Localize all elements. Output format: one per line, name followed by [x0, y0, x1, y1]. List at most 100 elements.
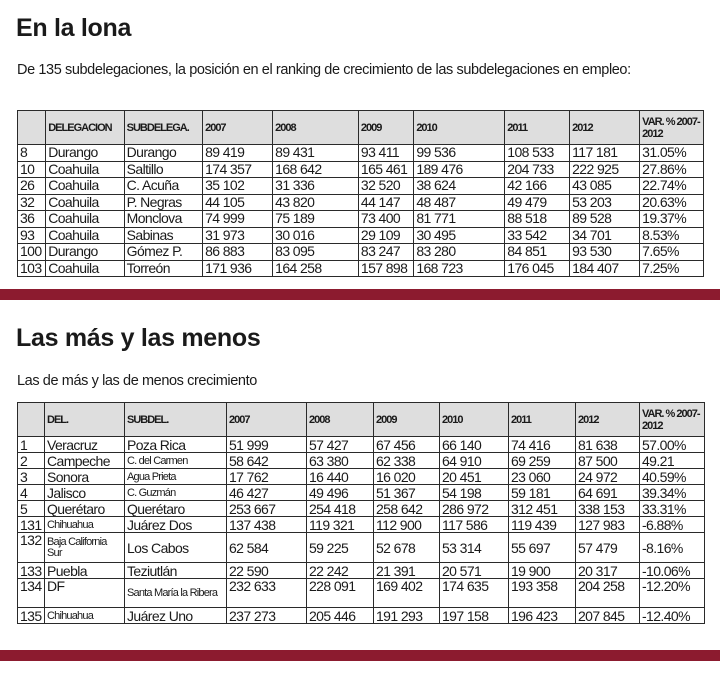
table-row: 100 Durango Gómez P. 86 883 83 095 83 247 83 2… [16, 243, 704, 261]
cell-variation: -12.40% [639, 607, 705, 624]
cell-subdelegacion: Teziutlán [124, 562, 227, 579]
cell-2010: 286 972 [439, 500, 509, 517]
cell-2011: 119 439 [508, 516, 576, 533]
cell-2009: 73 400 [357, 210, 415, 228]
cell-2007: 44 105 [202, 193, 274, 211]
cell-subdelegacion: P. Negras [123, 193, 204, 211]
cell-delegacion: Chihuahua [44, 516, 125, 533]
cell-delegacion: Puebla [44, 562, 125, 579]
header-2010: 2010 [439, 402, 509, 437]
cell-2009: 51 367 [373, 484, 440, 501]
cell-subdelegacion: Torreón [123, 259, 204, 277]
cell-delegacion: Coahuila [45, 259, 125, 277]
cell-2008: 49 496 [306, 484, 374, 501]
cell-2009: 21 391 [373, 562, 440, 579]
header-2009: 2009 [373, 402, 440, 437]
cell-2010: 189 476 [413, 160, 506, 178]
header-delegacion: DEL. [44, 402, 125, 437]
section-title: Las más y las menos [16, 324, 261, 352]
cell-2011: 193 358 [508, 578, 576, 608]
cell-2012: 57 479 [575, 532, 640, 563]
cell-2010: 81 771 [413, 210, 506, 228]
cell-rank: 134 [17, 578, 45, 608]
table-row: 36 Coahuila Monclova 74 999 75 189 73 400 81 7… [16, 210, 704, 228]
table-row: 93 Coahuila Sabinas 31 973 30 016 29 109 30 49… [16, 226, 704, 244]
cell-subdelegacion: Santa María la Ribera [124, 578, 227, 608]
cell-subdelegacion: Gómez P. [123, 243, 204, 261]
header-2011: 2011 [508, 402, 576, 437]
cell-2010: 168 723 [413, 259, 506, 277]
cell-delegacion: Veracruz [44, 436, 125, 453]
table-row: 10 Coahuila Saltillo 174 357 168 642 165 461 1… [16, 160, 704, 178]
cell-2011: 55 697 [508, 532, 576, 563]
cell-2010: 38 624 [413, 177, 506, 195]
table-row: 131 Chihuahua Juárez Dos 137 438 119 321 112 … [17, 516, 705, 533]
cell-subdelegacion: Monclova [123, 210, 204, 228]
cell-2012: 184 407 [569, 259, 641, 277]
cell-2009: 32 520 [357, 177, 415, 195]
table-row: 2 Campeche C. del Carmen 58 642 63 380 62 338… [17, 452, 705, 469]
cell-2009: 62 338 [373, 452, 440, 469]
cell-rank: 32 [16, 193, 47, 211]
cell-2008: 43 820 [272, 193, 359, 211]
cell-variation: 39.34% [639, 484, 705, 501]
table-row: 133 Puebla Teziutlán 22 590 22 242 21 391 20 5… [17, 562, 705, 579]
cell-rank: 135 [17, 607, 45, 624]
cell-delegacion: Campeche [44, 452, 125, 469]
cell-2012: 89 528 [569, 210, 641, 228]
cell-2011: 108 533 [504, 144, 571, 162]
cell-2009: 165 461 [357, 160, 415, 178]
header-2012: 2012 [575, 402, 640, 437]
cell-2007: 17 762 [226, 468, 307, 485]
cell-2012: 222 925 [569, 160, 641, 178]
table-row: 3 Sonora Agua Prieta 17 762 16 440 16 020 20 4… [17, 468, 705, 485]
cell-2011: 19 900 [508, 562, 576, 579]
cell-variation: 7.25% [639, 259, 704, 277]
header-subdelegacion: SUBDEL. [124, 402, 227, 437]
cell-2008: 164 258 [272, 259, 359, 277]
cell-variation: 22.74% [639, 177, 704, 195]
cell-subdelegacion: C. Guzmán [124, 484, 227, 501]
cell-2012: 87 500 [575, 452, 640, 469]
section-divider-bar [0, 289, 720, 300]
cell-delegacion: Durango [45, 243, 125, 261]
cell-2007: 51 999 [226, 436, 307, 453]
cell-variation: 27.86% [639, 160, 704, 178]
table-row: 132 Baja California Sur Los Cabos 62 584 59 … [17, 532, 705, 563]
section-en-la-lona: En la lona De 135 subdelegaciones, la po… [0, 0, 720, 302]
cell-2012: 204 258 [575, 578, 640, 608]
cell-2010: 48 487 [413, 193, 506, 211]
cell-2007: 31 973 [202, 226, 274, 244]
cell-2007: 89 419 [202, 144, 274, 162]
header-variation: VAR. % 2007-2012 [639, 402, 705, 437]
cell-rank: 132 [17, 532, 45, 563]
cell-subdelegacion: Juárez Uno [124, 607, 227, 624]
section-divider-bar [0, 650, 720, 661]
cell-subdelegacion: Agua Prieta [124, 468, 227, 485]
cell-2008: 57 427 [306, 436, 374, 453]
cell-2011: 204 733 [504, 160, 571, 178]
table-row: 103 Coahuila Torreón 171 936 164 258 157 898 1… [16, 259, 704, 277]
cell-2012: 24 972 [575, 468, 640, 485]
cell-rank: 133 [17, 562, 45, 579]
cell-subdelegacion: Sabinas [123, 226, 204, 244]
cell-2008: 22 242 [306, 562, 374, 579]
table-row: 32 Coahuila P. Negras 44 105 43 820 44 147 48 … [16, 193, 704, 211]
cell-2007: 62 584 [226, 532, 307, 563]
cell-2009: 67 456 [373, 436, 440, 453]
cell-2012: 43 085 [569, 177, 641, 195]
cell-2011: 312 451 [508, 500, 576, 517]
cell-rank: 3 [17, 468, 45, 485]
cell-2012: 81 638 [575, 436, 640, 453]
cell-2007: 171 936 [202, 259, 274, 277]
cell-2007: 22 590 [226, 562, 307, 579]
cell-2011: 33 542 [504, 226, 571, 244]
cell-delegacion: Coahuila [45, 226, 125, 244]
cell-subdelegacion: Los Cabos [124, 532, 227, 563]
cell-variation: -6.88% [639, 516, 705, 533]
cell-2007: 253 667 [226, 500, 307, 517]
cell-2011: 42 166 [504, 177, 571, 195]
cell-2008: 254 418 [306, 500, 374, 517]
table-row: 5 Querétaro Querétaro 253 667 254 418 258 642… [17, 500, 705, 517]
cell-rank: 36 [16, 210, 47, 228]
